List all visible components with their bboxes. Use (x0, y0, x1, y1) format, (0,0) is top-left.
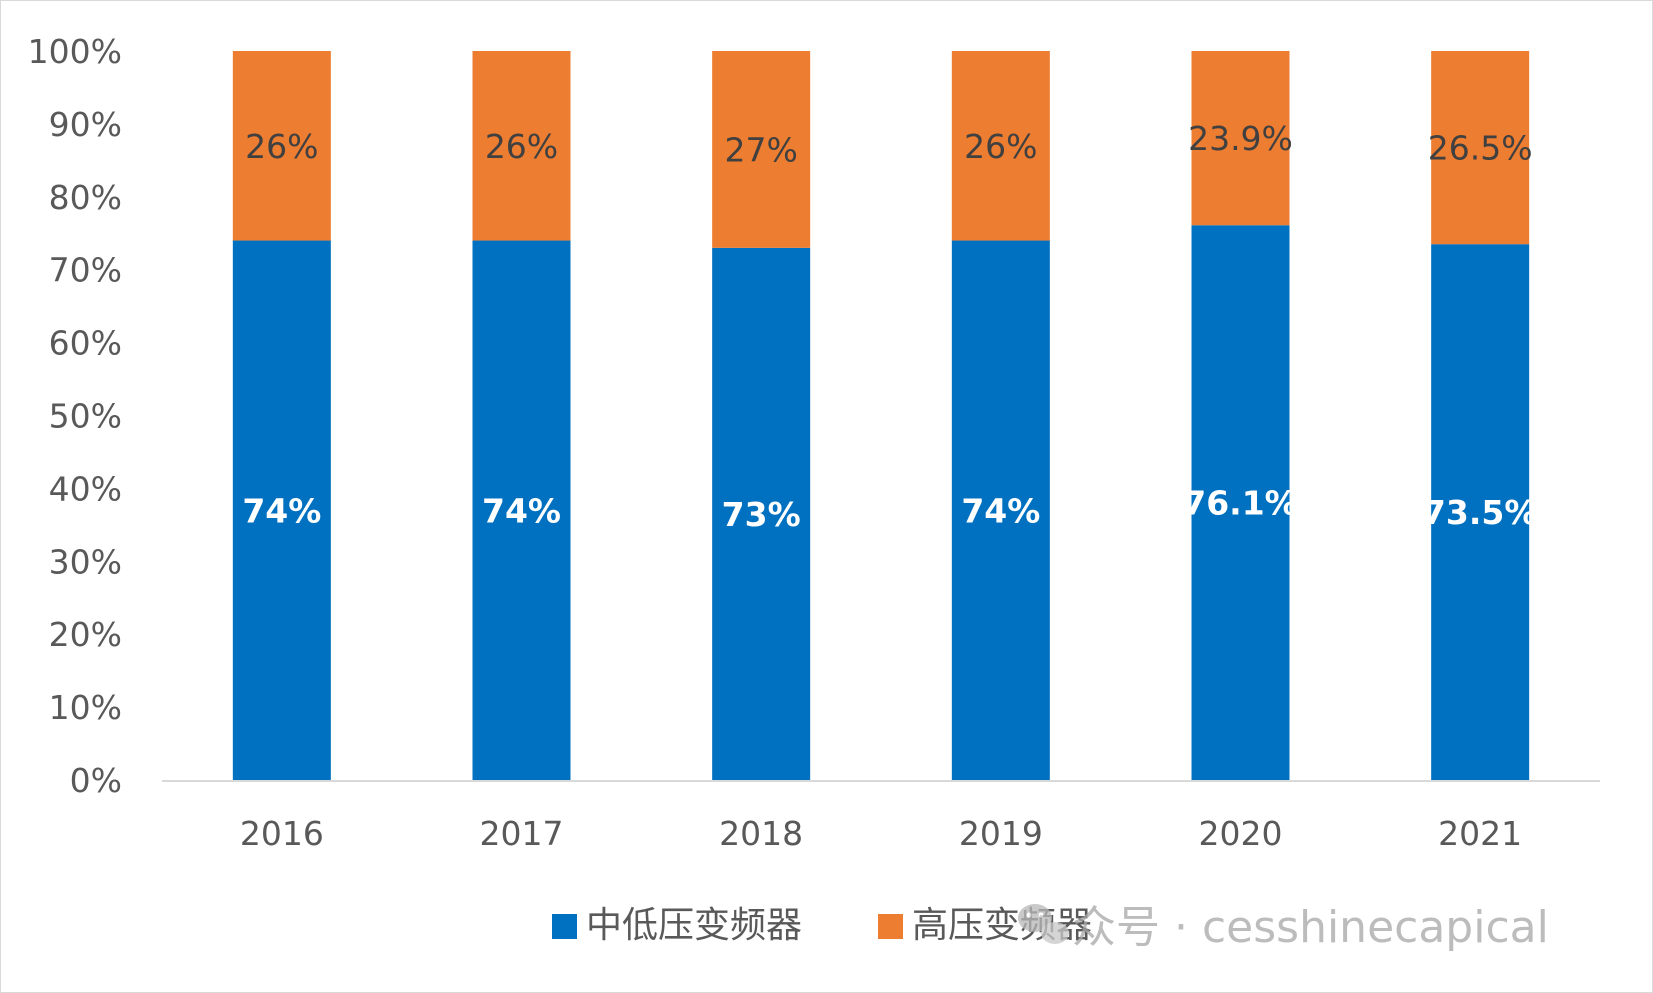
x-tick-label: 2018 (719, 814, 803, 853)
y-axis-ticks: 0% 10% 20% 30% 40% 50% 60% 70% 80% 90% 100% (28, 32, 122, 800)
bar-segment-low-voltage (1191, 225, 1290, 780)
data-label-high-voltage: 26.5% (1428, 129, 1533, 168)
data-label-low-voltage: 73% (722, 495, 801, 534)
data-label-low-voltage: 74% (242, 491, 321, 530)
data-label-high-voltage: 23.9% (1188, 119, 1293, 158)
y-tick-label: 50% (49, 397, 122, 436)
bar-segment-high-voltage (472, 51, 571, 241)
bar-segment-high-voltage (951, 51, 1050, 241)
bar-segment-high-voltage (1191, 51, 1290, 226)
y-tick-label: 60% (49, 324, 122, 363)
bar-segment-high-voltage (712, 51, 811, 248)
y-tick-label: 30% (49, 542, 122, 581)
data-label-high-voltage: 27% (724, 130, 797, 169)
y-tick-label: 20% (49, 615, 122, 654)
data-label-high-voltage: 26% (485, 127, 558, 166)
y-tick-label: 70% (49, 251, 122, 290)
x-tick-label: 2016 (240, 814, 324, 853)
data-label-high-voltage: 26% (245, 127, 318, 166)
y-tick-label: 90% (49, 105, 122, 144)
legend-swatch-high-voltage (878, 914, 903, 939)
bars: 74% 26% 74% 26% 73% 27% 74% 26% 76.1% 23.9% 73.5% 2… (232, 51, 1538, 781)
watermark-text: 众号 · cesshinecapical (1072, 902, 1549, 953)
bar-segment-low-voltage (232, 240, 331, 781)
bar-segment-low-voltage (1431, 244, 1530, 780)
bar-segment-high-voltage (1431, 51, 1530, 245)
bar-segment-high-voltage (232, 51, 331, 241)
legend: 中低压变频器 高压变频器 (552, 905, 1092, 946)
data-label-low-voltage: 76.1% (1183, 484, 1298, 523)
bar-segment-low-voltage (472, 240, 571, 781)
legend-label-low-voltage: 中低压变频器 (586, 905, 802, 946)
data-label-high-voltage: 26% (964, 127, 1037, 166)
x-tick-label: 2020 (1199, 814, 1283, 853)
x-tick-label: 2017 (480, 814, 564, 853)
wechat-icon (1018, 904, 1069, 944)
y-tick-label: 40% (49, 469, 122, 508)
watermark: 众号 · cesshinecapical (1018, 902, 1549, 953)
x-tick-label: 2019 (959, 814, 1043, 853)
x-tick-label: 2021 (1438, 814, 1522, 853)
y-tick-label: 10% (49, 688, 122, 727)
legend-swatch-low-voltage (552, 914, 577, 939)
data-label-low-voltage: 74% (961, 491, 1040, 530)
y-tick-label: 0% (70, 761, 122, 800)
y-tick-label: 100% (28, 32, 122, 71)
x-axis-ticks: 2016 2017 2018 2019 2020 2021 (240, 814, 1522, 853)
y-tick-label: 80% (49, 178, 122, 217)
bar-segment-low-voltage (712, 247, 811, 780)
bar-segment-low-voltage (951, 240, 1050, 781)
data-label-low-voltage: 73.5% (1423, 493, 1538, 532)
data-label-low-voltage: 74% (482, 491, 561, 530)
